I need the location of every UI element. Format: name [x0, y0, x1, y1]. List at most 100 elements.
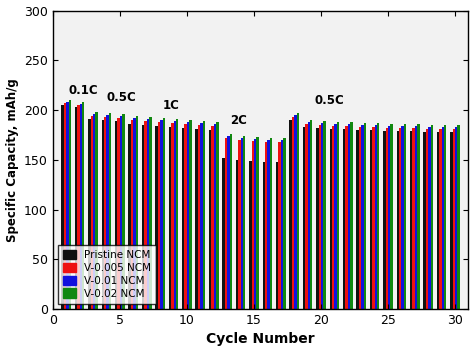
Bar [305, 124, 308, 309]
Bar [133, 118, 136, 309]
Bar [267, 140, 270, 309]
Bar [265, 142, 267, 309]
Bar [374, 125, 377, 309]
Bar [122, 114, 125, 309]
Bar [120, 116, 122, 309]
Bar [263, 162, 265, 309]
Bar [115, 121, 118, 309]
Text: 0.1C: 0.1C [69, 84, 99, 97]
Bar [158, 122, 160, 309]
Bar [399, 128, 401, 309]
Bar [297, 113, 299, 309]
Bar [144, 121, 146, 309]
Bar [82, 102, 84, 309]
Bar [136, 116, 138, 309]
Bar [321, 123, 323, 309]
Bar [214, 124, 216, 309]
Legend: Pristine NCM, V-0.005 NCM, V-0.01 NCM, V-0.02 NCM: Pristine NCM, V-0.005 NCM, V-0.01 NCM, V… [58, 245, 156, 304]
Bar [428, 127, 431, 309]
Bar [453, 129, 455, 309]
Bar [383, 131, 385, 309]
Bar [410, 131, 412, 309]
Bar [222, 158, 225, 309]
Bar [229, 134, 232, 309]
Text: 2C: 2C [230, 114, 246, 127]
Bar [189, 120, 192, 309]
Bar [109, 113, 111, 309]
Bar [216, 122, 219, 309]
Bar [69, 100, 71, 309]
Bar [323, 121, 326, 309]
Bar [252, 141, 254, 309]
Bar [401, 126, 404, 309]
Bar [104, 117, 107, 309]
Bar [163, 118, 165, 309]
Bar [131, 120, 133, 309]
Bar [281, 140, 283, 309]
Bar [256, 137, 259, 309]
Bar [292, 117, 294, 309]
Bar [203, 121, 205, 309]
Bar [442, 127, 444, 309]
Bar [93, 114, 95, 309]
Bar [356, 130, 359, 309]
Bar [364, 123, 366, 309]
Bar [278, 142, 281, 309]
Bar [415, 126, 417, 309]
Bar [289, 120, 292, 309]
Bar [404, 124, 406, 309]
Bar [173, 121, 176, 309]
Bar [426, 129, 428, 309]
Bar [155, 126, 158, 309]
Bar [211, 126, 214, 309]
Bar [240, 138, 243, 309]
Bar [337, 122, 339, 309]
Bar [361, 125, 364, 309]
Bar [332, 126, 334, 309]
Bar [308, 122, 310, 309]
X-axis label: Cycle Number: Cycle Number [206, 332, 315, 346]
Bar [160, 120, 163, 309]
Text: 0.5C: 0.5C [107, 91, 136, 104]
Bar [238, 140, 240, 309]
Bar [128, 124, 131, 309]
Bar [437, 132, 439, 309]
Bar [388, 126, 391, 309]
Bar [249, 161, 252, 309]
Bar [431, 125, 433, 309]
Bar [184, 124, 187, 309]
Bar [350, 122, 353, 309]
Bar [64, 103, 66, 309]
Bar [359, 127, 361, 309]
Bar [182, 128, 184, 309]
Bar [316, 128, 319, 309]
Bar [169, 127, 171, 309]
Bar [77, 105, 80, 309]
Bar [450, 132, 453, 309]
Bar [439, 129, 442, 309]
Bar [254, 139, 256, 309]
Bar [348, 124, 350, 309]
Bar [329, 129, 332, 309]
Bar [303, 127, 305, 309]
Bar [107, 115, 109, 309]
Bar [62, 105, 64, 309]
Bar [310, 120, 312, 309]
Bar [397, 131, 399, 309]
Bar [372, 127, 374, 309]
Y-axis label: Specific Capacity, mAh/g: Specific Capacity, mAh/g [6, 78, 18, 242]
Bar [417, 124, 419, 309]
Bar [457, 125, 460, 309]
Bar [227, 136, 229, 309]
Bar [334, 124, 337, 309]
Bar [195, 129, 198, 309]
Bar [142, 125, 144, 309]
Bar [294, 115, 297, 309]
Bar [346, 126, 348, 309]
Bar [80, 104, 82, 309]
Bar [171, 123, 173, 309]
Bar [391, 124, 393, 309]
Bar [176, 119, 178, 309]
Bar [75, 107, 77, 309]
Bar [225, 138, 227, 309]
